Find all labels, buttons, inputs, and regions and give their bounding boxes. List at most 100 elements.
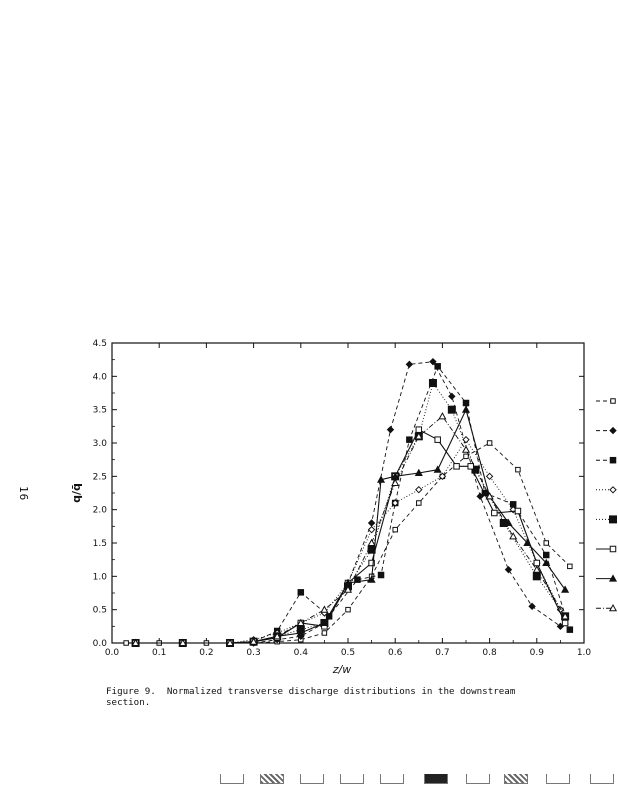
legend-marker: [609, 486, 617, 494]
series-line: [135, 438, 561, 644]
y-tick-label: 2.0: [93, 506, 108, 516]
data-point: [566, 626, 574, 633]
data-point: [532, 572, 541, 581]
x-tick-label: 0.7: [435, 648, 449, 658]
series-5: [131, 379, 570, 647]
x-tick-label: 0.4: [294, 648, 309, 658]
legend-marker: [609, 515, 617, 524]
data-point: [405, 360, 414, 369]
data-point: [561, 612, 570, 620]
data-point: [386, 425, 395, 434]
footer-strip-box: [220, 774, 244, 784]
footer-strip: [128, 774, 618, 788]
data-point: [297, 589, 305, 596]
data-point: [131, 638, 140, 647]
data-point: [320, 618, 329, 627]
data-point: [225, 638, 235, 647]
data-point: [392, 526, 398, 533]
discharge-distribution-chart: 0.0 0.1 0.2 0.3 0.4 0.5 0.6 0.7 0.8 0.9 1.0 0.0 0.5 1…: [70, 339, 618, 676]
footer-strip-box: [424, 774, 448, 784]
data-point: [533, 559, 541, 567]
data-point: [438, 412, 447, 420]
figure-label: Figure 9.: [106, 686, 156, 697]
data-point: [515, 466, 521, 473]
data-point: [438, 472, 447, 481]
legend: [596, 398, 618, 612]
x-tick-label: 0.3: [246, 648, 260, 658]
data-point: [567, 563, 573, 570]
footer-strip-box: [340, 774, 364, 784]
data-series: [123, 357, 574, 647]
x-tick-label: 0.9: [530, 648, 545, 658]
footer-strip-box: [300, 774, 324, 784]
data-point: [178, 638, 187, 647]
series-line: [135, 365, 571, 644]
data-point: [504, 518, 513, 527]
x-tick-label: 0.8: [482, 648, 497, 658]
data-point: [523, 538, 532, 547]
data-point: [123, 640, 129, 646]
data-point: [433, 465, 442, 473]
data-point: [485, 472, 494, 481]
data-point: [367, 519, 376, 527]
data-point: [249, 637, 258, 645]
data-point: [321, 630, 328, 636]
data-point: [509, 532, 518, 540]
series-line: [135, 415, 566, 644]
data-point: [367, 538, 376, 547]
figure-caption-text: Normalized transverse discharge distribu…: [106, 686, 516, 708]
x-tick-label: 0.2: [199, 648, 213, 658]
data-point: [462, 435, 470, 444]
legend-marker: [608, 603, 618, 612]
y-tick-label: 3.0: [93, 439, 108, 449]
data-point: [296, 628, 305, 637]
footer-strip-box: [546, 774, 570, 784]
data-point: [415, 426, 423, 433]
data-point: [485, 492, 494, 500]
data-point: [561, 619, 569, 627]
data-point: [434, 436, 441, 443]
data-point: [414, 468, 423, 477]
x-tick-label: 0.6: [388, 648, 403, 658]
footer-strip-box: [466, 774, 490, 784]
data-point: [467, 463, 474, 470]
x-tick-label: 0.1: [152, 648, 166, 658]
y-tick-label: 1.0: [93, 572, 108, 582]
legend-marker: [608, 574, 618, 582]
y-tick-label: 1.5: [93, 539, 107, 549]
data-point: [532, 565, 541, 573]
footer-strip-box: [590, 774, 614, 784]
series-4: [131, 435, 565, 647]
footer-strip-box: [504, 774, 528, 784]
y-tick-label: 4.0: [93, 372, 108, 382]
series-line: [135, 361, 561, 644]
axis-ticks: 0.0 0.1 0.2 0.3 0.4 0.5 0.6 0.7 0.8 0.9 1.0 0.0 0.5 1…: [93, 339, 592, 658]
legend-marker: [609, 456, 617, 464]
figure-caption: Figure 9. Normalized transverse discharg…: [106, 686, 576, 708]
data-point: [391, 499, 399, 507]
data-point: [414, 432, 423, 440]
data-point: [491, 509, 498, 517]
data-point: [354, 576, 361, 583]
legend-marker: [609, 426, 617, 435]
data-point: [463, 453, 469, 460]
legend-marker: [609, 545, 617, 553]
y-tick-label: 0.0: [93, 639, 108, 649]
data-point: [542, 551, 550, 559]
data-point: [447, 405, 456, 414]
data-point: [428, 379, 437, 387]
data-point: [514, 507, 522, 515]
x-axis-label: z/w: [332, 663, 351, 676]
data-point: [377, 571, 385, 579]
series-line: [126, 442, 571, 644]
series-8: [131, 412, 570, 647]
data-point: [325, 613, 333, 620]
data-point: [376, 475, 386, 483]
y-axis-label: q/q̄: [70, 483, 83, 503]
series-6: [132, 426, 569, 647]
data-point: [391, 478, 400, 487]
data-point: [368, 559, 375, 567]
y-tick-label: 2.5: [93, 472, 107, 482]
data-point: [486, 440, 493, 446]
data-point: [461, 405, 471, 413]
